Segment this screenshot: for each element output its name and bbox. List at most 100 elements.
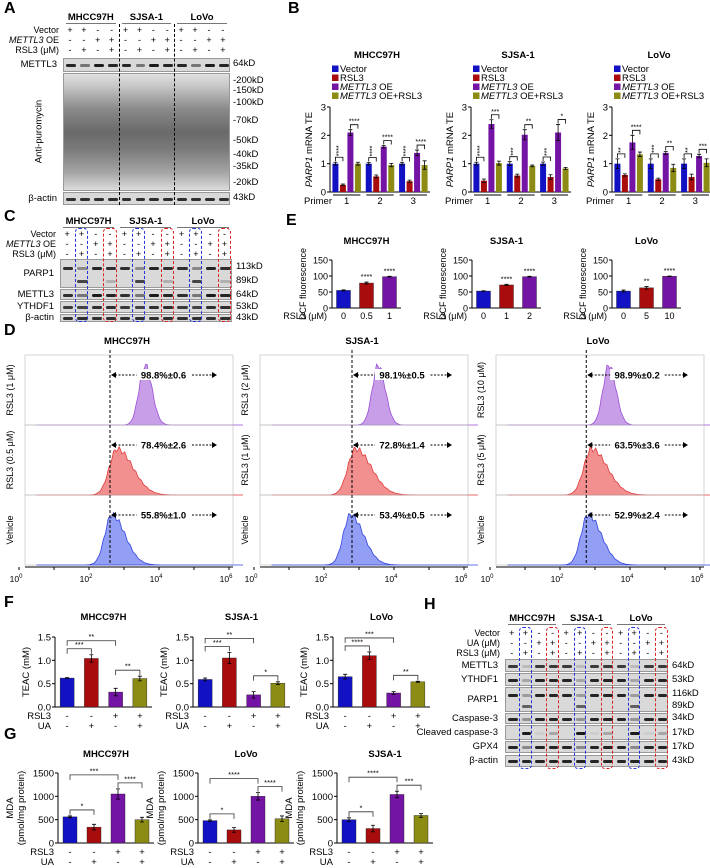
error-bar bbox=[140, 816, 144, 823]
row-label: β-actin bbox=[28, 192, 57, 204]
significance-bracket bbox=[204, 646, 230, 652]
bar bbox=[506, 163, 513, 192]
condition-sign: + bbox=[275, 721, 281, 732]
x-tick-label: 0 bbox=[621, 311, 626, 321]
x-tick-label: 2 bbox=[527, 311, 532, 321]
molecular-weight-marker: 116kD bbox=[672, 688, 699, 699]
bar bbox=[336, 290, 351, 309]
protein-band bbox=[548, 731, 559, 735]
treatment-label-text: OE bbox=[40, 239, 56, 249]
x-tick-label: 104 bbox=[385, 574, 398, 584]
cell-line-header: SJSA-1 bbox=[120, 216, 172, 228]
error-bar bbox=[391, 691, 396, 695]
condition-sign: + bbox=[394, 847, 400, 858]
molecular-weight-marker: -50kD bbox=[233, 135, 259, 146]
treatment-sign: - bbox=[632, 638, 636, 648]
legend-swatch bbox=[332, 65, 339, 72]
protein-band bbox=[205, 197, 215, 201]
protein-band bbox=[603, 746, 613, 749]
treatment-sign: + bbox=[78, 249, 85, 259]
protein-band bbox=[644, 717, 654, 721]
y-tick-label: 0 bbox=[321, 188, 326, 199]
sample-label: Vehicle bbox=[476, 515, 486, 544]
panel-label-c: C bbox=[4, 208, 16, 225]
protein-band bbox=[548, 693, 559, 697]
error-bar bbox=[689, 173, 694, 181]
treatment-sign: + bbox=[150, 35, 156, 45]
error-bar bbox=[400, 162, 405, 166]
significance-bracket bbox=[416, 144, 425, 150]
sample-label: RSL3 (10 μM) bbox=[476, 362, 486, 418]
protein-band bbox=[644, 731, 654, 735]
protein-band bbox=[589, 746, 600, 749]
molecular-weight-marker: 43kD bbox=[236, 312, 259, 323]
x-tick-label: 3 bbox=[411, 196, 416, 207]
significance-label: *** bbox=[90, 766, 99, 775]
x-axis-label: Primer bbox=[586, 196, 614, 207]
percent-positive: 98.8%±0.6 bbox=[141, 371, 186, 382]
treatment-sign: - bbox=[180, 239, 184, 249]
condition-sign: + bbox=[367, 721, 373, 732]
protein-band bbox=[177, 64, 188, 67]
significance-bracket bbox=[396, 784, 422, 791]
histogram-curve bbox=[507, 511, 710, 566]
error-bar bbox=[422, 160, 427, 170]
molecular-weight-marker: 53kD bbox=[236, 301, 259, 312]
panel-label-f: F bbox=[4, 594, 14, 611]
legend-label: METTL3 OE+RSL3 bbox=[481, 91, 563, 102]
treatment-sign: + bbox=[604, 638, 610, 648]
protein-band bbox=[148, 317, 160, 320]
significance-bracket bbox=[335, 156, 344, 162]
condition-sign: + bbox=[415, 711, 421, 722]
histogram-frame bbox=[259, 354, 469, 426]
panel-label-d: D bbox=[4, 322, 16, 339]
treatment-sign: - bbox=[151, 25, 155, 35]
condition-sign: - bbox=[66, 711, 69, 722]
protein-band bbox=[191, 317, 202, 320]
significance-bracket bbox=[650, 153, 659, 158]
significance-bracket bbox=[348, 776, 398, 783]
condition-sign: + bbox=[91, 857, 97, 868]
protein-band bbox=[105, 306, 117, 309]
legend-swatch bbox=[332, 92, 339, 99]
significance-bracket bbox=[617, 153, 626, 158]
protein-band bbox=[206, 266, 217, 270]
blot-strip bbox=[505, 725, 669, 740]
significance-label: **** bbox=[351, 637, 363, 646]
protein-band bbox=[220, 279, 231, 283]
protein-band bbox=[589, 678, 600, 682]
y-axis-label: DCF fluorescence bbox=[298, 248, 308, 320]
treatment-sign: - bbox=[179, 35, 183, 45]
condition-sign: - bbox=[347, 847, 350, 858]
protein-band bbox=[535, 731, 545, 735]
legend-label: Vector bbox=[622, 64, 649, 75]
significance-bracket bbox=[209, 778, 259, 784]
legend-label: METTL3 OE+RSL3 bbox=[622, 91, 704, 102]
legend-swatch bbox=[614, 92, 621, 99]
protein-band bbox=[630, 746, 640, 749]
condition-sign: + bbox=[370, 857, 376, 868]
percent-positive: 78.4%±2.6 bbox=[141, 441, 186, 452]
condition-sign: - bbox=[116, 857, 119, 868]
highlight-box bbox=[160, 228, 174, 322]
treatment-sign: - bbox=[537, 648, 541, 658]
condition-label: RSL3 bbox=[305, 711, 329, 722]
protein-band bbox=[134, 293, 145, 297]
protein-band bbox=[548, 746, 559, 749]
bar bbox=[662, 152, 669, 192]
legend-swatch bbox=[473, 92, 480, 99]
x-tick-label: 0 bbox=[481, 311, 486, 321]
bar bbox=[614, 163, 621, 192]
panel-label-g: G bbox=[4, 726, 17, 743]
protein-band bbox=[657, 664, 668, 668]
bar bbox=[359, 282, 374, 309]
bar bbox=[662, 276, 677, 309]
bar bbox=[655, 179, 662, 192]
protein-band bbox=[521, 664, 532, 668]
protein-band bbox=[562, 746, 572, 749]
protein-band bbox=[218, 197, 229, 201]
x-tick-label: 1 bbox=[626, 196, 631, 207]
condition-sign: + bbox=[418, 847, 424, 858]
protein-band bbox=[548, 678, 559, 682]
treatment-sign: + bbox=[136, 25, 143, 35]
